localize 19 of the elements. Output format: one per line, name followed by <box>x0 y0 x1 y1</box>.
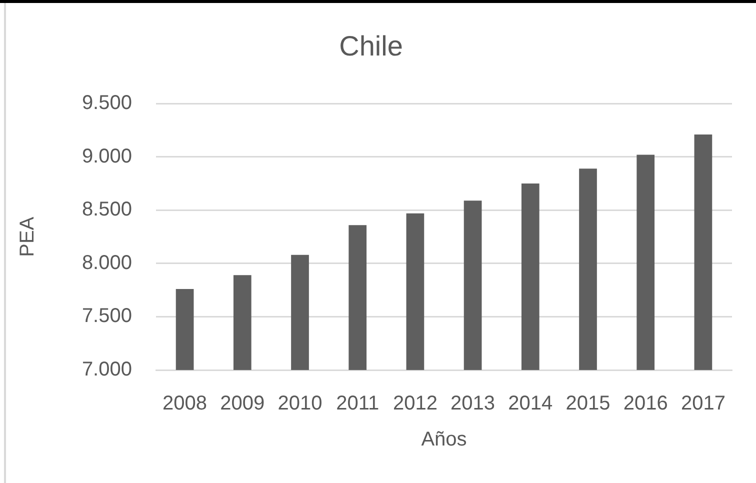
y-axis-title: PEA <box>16 216 39 257</box>
x-tick-label: 2010 <box>278 392 322 415</box>
x-tick-label: 2013 <box>450 392 496 415</box>
y-tick-label: 8.000 <box>82 252 132 274</box>
x-axis-title: Años <box>421 428 467 451</box>
chart-title: Chile <box>339 30 403 62</box>
x-tick-label: 2011 <box>336 392 380 415</box>
y-tick-label: 9.500 <box>82 92 132 114</box>
y-tick-label: 8.500 <box>82 198 132 221</box>
x-tick-label: 2016 <box>623 392 668 415</box>
x-tick-label: 2009 <box>220 392 265 415</box>
x-tick-label: 2015 <box>566 392 610 415</box>
y-tick-label: 7.000 <box>82 358 132 381</box>
y-tick-label: 9.000 <box>82 145 132 168</box>
x-tick-label: 2008 <box>162 392 208 415</box>
x-tick-label: 2014 <box>508 392 553 415</box>
x-tick-label: 2012 <box>392 392 438 415</box>
y-tick-label: 7.500 <box>82 305 132 328</box>
x-tick-label: 2017 <box>680 392 726 415</box>
